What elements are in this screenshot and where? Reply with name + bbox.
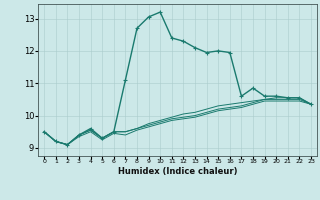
- X-axis label: Humidex (Indice chaleur): Humidex (Indice chaleur): [118, 167, 237, 176]
